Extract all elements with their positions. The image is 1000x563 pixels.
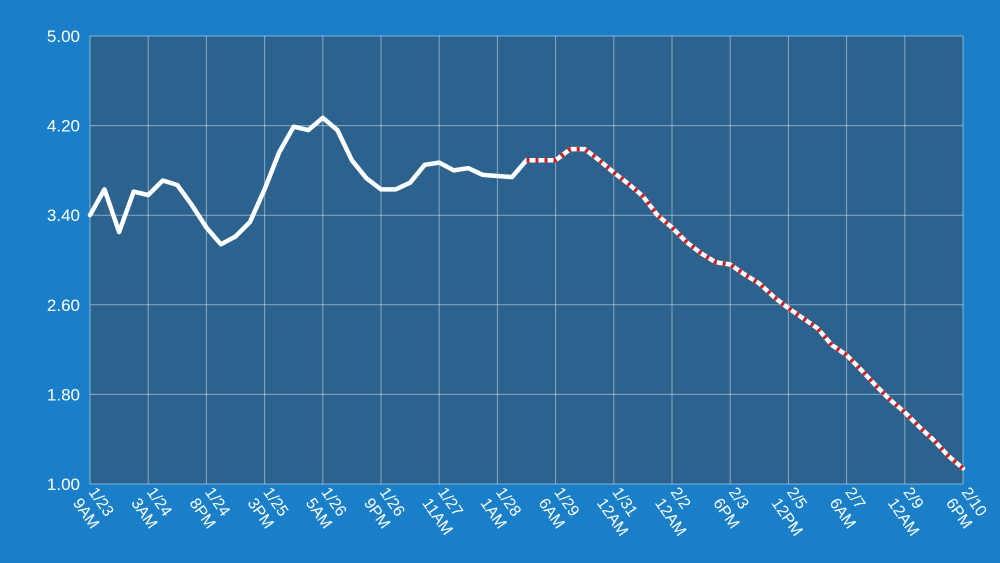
series-line bbox=[87, 115, 529, 247]
plot-area bbox=[90, 36, 963, 484]
y-tick-label: 1.80 bbox=[47, 385, 80, 404]
x-tick-label: 1/269PM bbox=[360, 485, 408, 533]
y-tick-label: 5.00 bbox=[47, 27, 80, 46]
y-tick-label: 2.60 bbox=[47, 296, 80, 315]
y-tick-label: 1.00 bbox=[47, 475, 80, 494]
y-tick-label: 4.20 bbox=[47, 117, 80, 136]
forecast-dash bbox=[526, 146, 965, 471]
y-tick-label: 3.40 bbox=[47, 206, 80, 225]
